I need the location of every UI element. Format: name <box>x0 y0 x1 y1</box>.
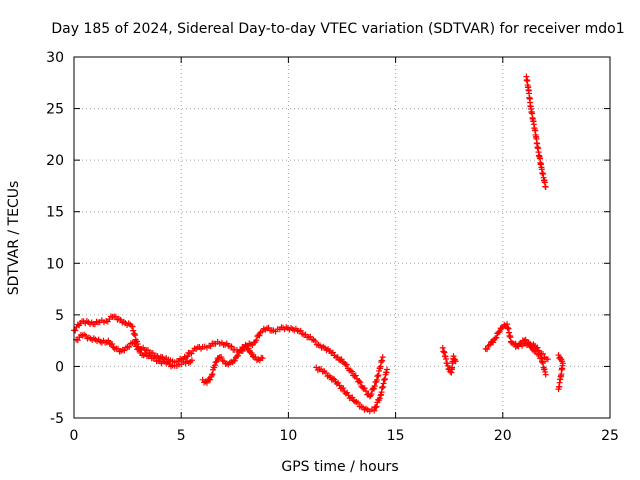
data-point-dense <box>132 339 139 346</box>
data-point-dense <box>74 337 81 344</box>
x-tick-label: 0 <box>70 428 79 444</box>
grid-lines <box>74 57 610 418</box>
data-point-dense <box>245 345 252 352</box>
data-point-dense <box>484 346 491 353</box>
data-point-dense <box>498 325 505 332</box>
data-point-dense <box>149 350 156 357</box>
data-point <box>555 386 562 393</box>
data-point-dense <box>253 337 260 344</box>
data-point-dense <box>540 350 546 357</box>
y-tick-label: 5 <box>55 308 64 324</box>
data-point-dense <box>322 369 329 376</box>
y-tick-label: 15 <box>46 205 64 221</box>
y-axis-label: SDTVAR / TECUs <box>6 181 22 296</box>
data-point-dense <box>213 358 220 365</box>
data-point-dense <box>535 347 542 354</box>
data-point <box>242 341 249 348</box>
data-point-dense <box>368 390 375 397</box>
x-tick-label: 10 <box>279 428 297 444</box>
data-point-dense <box>355 399 362 406</box>
y-tick-label: 25 <box>46 102 64 118</box>
data-point <box>105 337 112 344</box>
data-points <box>71 73 566 415</box>
data-point-dense <box>228 343 235 350</box>
data-point-dense <box>371 383 378 390</box>
data-point-dense <box>248 350 255 357</box>
chart-title: Day 185 of 2024, Sidereal Day-to-day VTE… <box>51 21 624 37</box>
data-point-dense <box>130 327 137 334</box>
data-point-dense <box>208 372 215 379</box>
y-tick-label: 30 <box>46 50 64 66</box>
data-point <box>384 366 391 373</box>
y-tick-label: 20 <box>46 153 64 169</box>
data-point-dense <box>131 330 138 337</box>
data-point <box>486 341 493 348</box>
x-tick-label: 15 <box>387 428 405 444</box>
data-point-dense <box>135 345 142 352</box>
data-point-dense <box>492 335 499 342</box>
data-point-dense <box>132 332 139 339</box>
data-point-dense <box>329 375 336 382</box>
y-tick-label: 10 <box>46 256 64 272</box>
data-point-dense <box>344 389 351 396</box>
y-tick-label: 0 <box>55 359 64 375</box>
data-point <box>544 356 551 363</box>
data-point <box>452 358 459 365</box>
data-point <box>347 367 354 374</box>
data-point-dense <box>72 327 79 334</box>
data-point-dense <box>126 343 133 350</box>
data-point-dense <box>136 346 143 353</box>
data-point-dense <box>376 395 383 402</box>
x-axis-label: GPS time / hours <box>281 459 398 475</box>
data-point <box>495 329 502 336</box>
data-point-dense <box>356 378 363 385</box>
plot-frame <box>73 56 611 419</box>
data-point <box>542 183 549 190</box>
data-point-dense <box>109 340 116 347</box>
data-point-dense <box>312 338 319 345</box>
x-tick-label: 20 <box>494 428 512 444</box>
data-point-dense <box>357 379 364 386</box>
data-point <box>379 354 386 361</box>
data-point-dense <box>348 368 355 375</box>
data-point-dense <box>373 403 380 410</box>
data-point-dense <box>231 357 238 364</box>
data-point-dense <box>361 385 368 392</box>
data-point-dense <box>151 355 158 362</box>
data-point-dense <box>129 323 136 330</box>
data-point <box>371 407 378 414</box>
data-point-dense <box>372 404 379 411</box>
data-point-dense <box>211 362 218 369</box>
data-point <box>203 379 210 386</box>
data-point-dense <box>297 327 304 334</box>
data-point-dense <box>144 346 151 353</box>
data-point-dense <box>209 371 216 378</box>
data-point-dense <box>349 394 356 401</box>
x-tick-label: 25 <box>601 428 619 444</box>
x-tick-label: 5 <box>177 428 186 444</box>
data-point-dense <box>207 376 214 383</box>
data-point-dense <box>534 344 541 351</box>
data-point <box>259 355 266 362</box>
data-point-dense <box>237 347 244 354</box>
data-point-dense <box>490 339 497 346</box>
data-point-dense <box>343 361 350 368</box>
data-point <box>188 357 195 364</box>
y-tick-label: -5 <box>50 411 64 427</box>
data-point-dense <box>496 328 503 335</box>
data-point-dense <box>235 352 242 359</box>
data-point-dense <box>329 349 336 356</box>
data-point-dense <box>444 362 451 369</box>
data-point-dense <box>340 385 347 392</box>
data-point-dense <box>370 385 377 392</box>
data-point <box>542 371 549 378</box>
data-point-dense <box>352 372 359 379</box>
data-point-dense <box>218 354 225 361</box>
data-point-dense <box>493 334 500 341</box>
data-point <box>212 359 219 366</box>
data-point-dense <box>256 332 263 339</box>
data-point <box>450 353 457 360</box>
data-point-dense <box>363 388 370 395</box>
